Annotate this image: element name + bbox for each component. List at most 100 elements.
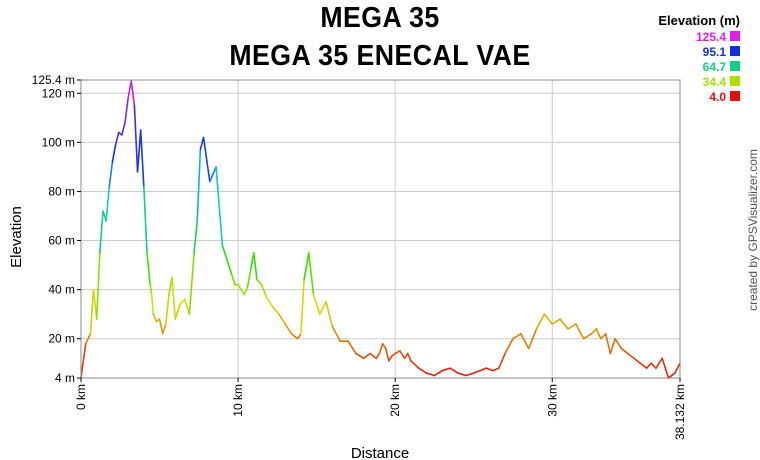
- x-tick-label: 0 km: [74, 384, 88, 410]
- profile-segment: [441, 367, 451, 372]
- profile-segment: [604, 333, 612, 355]
- y-tick-label: 20 m: [48, 332, 75, 346]
- profile-segment: [433, 369, 444, 377]
- profile-segment: [99, 210, 104, 254]
- profile-segment: [378, 342, 384, 355]
- profile-segment: [243, 286, 249, 296]
- profile-segment: [300, 279, 305, 335]
- profile-segment: [271, 306, 280, 315]
- chart-title: MEGA 35: [320, 2, 440, 34]
- profile-segment: [590, 328, 598, 335]
- profile-segment: [406, 352, 412, 362]
- profile-segment: [121, 121, 126, 136]
- chart-subtitle: MEGA 35 ENECAL VAE: [229, 40, 531, 72]
- profile-segment: [114, 131, 120, 146]
- profile-segment: [303, 252, 310, 281]
- profile-segment: [559, 318, 569, 330]
- profile-segment: [246, 269, 252, 288]
- legend-label: 64.7: [703, 60, 727, 74]
- profile-segment: [136, 129, 142, 173]
- plot-frame: [80, 79, 681, 379]
- legend-swatch: [730, 91, 740, 101]
- profile-segment: [325, 301, 334, 328]
- profile-segment: [312, 293, 321, 315]
- profile-segment: [108, 161, 114, 188]
- profile-segment: [296, 333, 302, 340]
- profile-segment: [331, 325, 341, 342]
- profile-segment: [661, 357, 670, 379]
- legend-swatch: [730, 76, 740, 86]
- profile-segment: [209, 166, 217, 183]
- profile-segment: [215, 166, 224, 247]
- profile-segment: [417, 367, 428, 374]
- profile-segment: [457, 372, 467, 377]
- profile-segment: [667, 372, 676, 379]
- profile-segment: [626, 352, 635, 360]
- profile-segment: [127, 80, 133, 99]
- profile-segment: [226, 259, 233, 276]
- profile-segment: [388, 355, 393, 362]
- legend: Elevation (m) 125.495.164.734.44.0: [658, 13, 740, 104]
- profile-segment: [193, 220, 199, 254]
- profile-segment: [355, 352, 365, 360]
- profile-segment: [105, 185, 111, 222]
- profile-segment: [199, 136, 205, 151]
- x-axis-label: Distance: [351, 445, 409, 460]
- profile-segment: [673, 362, 681, 374]
- profile-segment: [152, 313, 158, 323]
- legend-swatch: [730, 46, 740, 56]
- profile-segment: [188, 252, 195, 315]
- profile-segment: [252, 252, 258, 281]
- profile-segment: [384, 347, 390, 362]
- x-tick-label: 38.132 km: [673, 384, 687, 440]
- profile-segment: [600, 333, 607, 340]
- profile-segment: [575, 323, 585, 340]
- legend-label: 34.4: [703, 75, 727, 89]
- profile-segment: [165, 293, 170, 325]
- profile-segment: [231, 274, 236, 286]
- profile-segment: [284, 323, 293, 335]
- profile-segment: [491, 367, 500, 372]
- profile-segment: [80, 342, 87, 379]
- x-tick-label: 30 km: [545, 384, 559, 417]
- profile-segment: [369, 352, 378, 360]
- profile-segment: [130, 80, 136, 107]
- profile-segment: [535, 313, 546, 330]
- profile-segment: [161, 323, 167, 335]
- profile-segment: [403, 352, 409, 360]
- profile-segment: [620, 347, 629, 355]
- profile-segment: [133, 104, 139, 173]
- profile-segment: [633, 357, 642, 365]
- profile-segment: [479, 367, 488, 372]
- profile-segment: [595, 328, 602, 340]
- y-tick-label: 80 m: [48, 184, 75, 198]
- profile-segment: [95, 252, 101, 320]
- profile-segment: [472, 369, 481, 374]
- profile-segment: [158, 318, 164, 335]
- profile-segment: [111, 144, 117, 163]
- profile-segment: [399, 350, 406, 360]
- profile-segment: [143, 185, 148, 254]
- profile-segment: [84, 333, 92, 345]
- profile-segment: [256, 279, 263, 286]
- profile-segment: [655, 357, 664, 369]
- profile-segment: [520, 333, 530, 350]
- profile-segment: [237, 283, 243, 291]
- profile-segment: [149, 283, 153, 296]
- profile-segment: [196, 148, 202, 222]
- profile-segment: [650, 362, 657, 369]
- credit-text: created by GPSVisualizer.com: [746, 149, 760, 311]
- profile-segment: [543, 313, 554, 325]
- profile-segment: [240, 288, 246, 296]
- profile-segment: [150, 293, 155, 315]
- grid: [81, 80, 680, 378]
- legend-label: 4.0: [709, 90, 726, 104]
- y-tick-label: 100 m: [42, 135, 75, 149]
- x-tick-label: 10 km: [231, 384, 245, 417]
- profile-segment: [249, 252, 255, 271]
- legend-swatch: [730, 31, 740, 41]
- legend-label: 95.1: [703, 45, 727, 59]
- x-tick-label: 20 km: [388, 384, 402, 417]
